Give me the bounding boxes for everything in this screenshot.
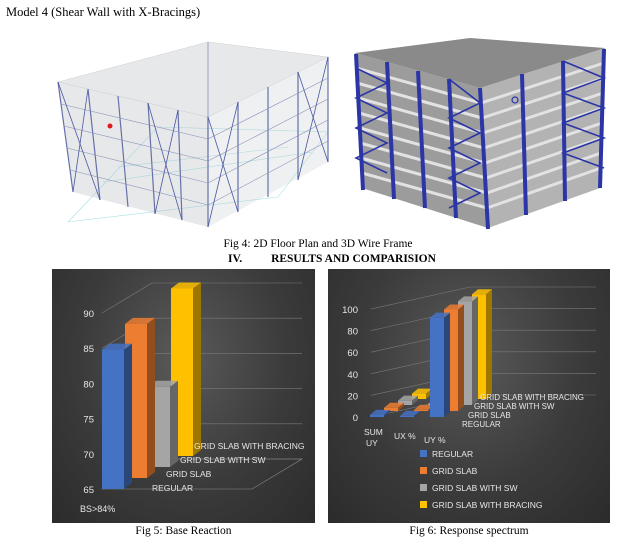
series-label-grid-slab-with-sw: GRID SLAB WITH SW (180, 455, 265, 465)
y-tick-label: 65 (83, 485, 94, 496)
bar-grid-slab-with-sw-sum-uy (398, 395, 418, 405)
category-label: SUM (364, 427, 383, 437)
bar-regular-sum-uy (370, 409, 390, 417)
series-label-grid-slab-with-bracing: GRID SLAB WITH BRACING (194, 441, 305, 451)
legend-swatch-grid-slab-with-bracing (420, 501, 427, 508)
y-tick-label: 0 (353, 413, 358, 424)
section-title: RESULTS AND COMPARISION (271, 253, 436, 265)
depth-label-regular: REGULAR (462, 420, 501, 429)
legend-label-regular: REGULAR (432, 449, 473, 459)
legend-swatch-regular (420, 450, 427, 457)
response-spectrum-chart: 0 20 40 60 80 100 GRID SLAB WITH BRACING GRID S… (328, 269, 610, 523)
y-tick-label: 70 (83, 450, 94, 461)
fig6-caption: Fig 6: Response spectrum (409, 525, 529, 537)
legend-label-grid-slab-with-bracing: GRID SLAB WITH BRACING (432, 500, 543, 510)
series-label-grid-slab: GRID SLAB (166, 469, 212, 479)
legend-swatch-grid-slab (420, 467, 427, 474)
section-number: IV. (228, 253, 243, 265)
fig4-caption: Fig 4: 2D Floor Plan and 3D Wire Frame (223, 238, 413, 250)
depth-label-grid-slab-with-bracing: GRID SLAB WITH BRACING (480, 393, 584, 402)
bar-regular-uy (430, 312, 450, 417)
y-tick-label: 20 (347, 391, 358, 402)
gridline-depth (370, 286, 471, 310)
y-tick-label: 80 (347, 327, 358, 338)
y-tick-label: 80 (83, 379, 94, 390)
category-label: BS>84% (80, 504, 115, 514)
bar-regular-ux (400, 410, 420, 417)
wireframe-model-figure (28, 22, 340, 240)
category-label: UY % (424, 435, 446, 445)
section-heading: IV. RESULTS AND COMPARISION (228, 253, 436, 265)
series-label-regular: REGULAR (152, 483, 193, 493)
y-tick-label: 85 (83, 344, 94, 355)
legend-label-grid-slab: GRID SLAB (432, 466, 478, 476)
legend-swatch-grid-slab-with-sw (420, 484, 427, 491)
category-label: UX % (394, 431, 416, 441)
rendered-3d-model-figure (350, 38, 610, 236)
y-tick-label: 40 (347, 370, 358, 381)
bar-regular (102, 343, 132, 489)
fig5-caption: Fig 5: Base Reaction (135, 525, 232, 537)
y-tick-label: 60 (347, 348, 358, 359)
legend-label-grid-slab-with-sw: GRID SLAB WITH SW (432, 483, 517, 493)
y-tick-label: 75 (83, 415, 94, 426)
y-tick-label: 90 (83, 309, 94, 320)
depth-label-grid-slab: GRID SLAB (468, 411, 511, 420)
category-label-line2: UY (366, 438, 378, 448)
y-tick-label: 100 (342, 305, 358, 316)
base-reaction-chart: 65 70 75 80 85 90 REGULAR GRID SLAB GRID SLAB WI… (52, 269, 315, 523)
gridline-depth (101, 282, 153, 314)
model-title: Model 4 (Shear Wall with X-Bracings) (6, 5, 201, 19)
bar-grid-slab-sum-uy (384, 402, 404, 411)
depth-label-grid-slab-with-sw: GRID SLAB WITH SW (474, 402, 555, 411)
